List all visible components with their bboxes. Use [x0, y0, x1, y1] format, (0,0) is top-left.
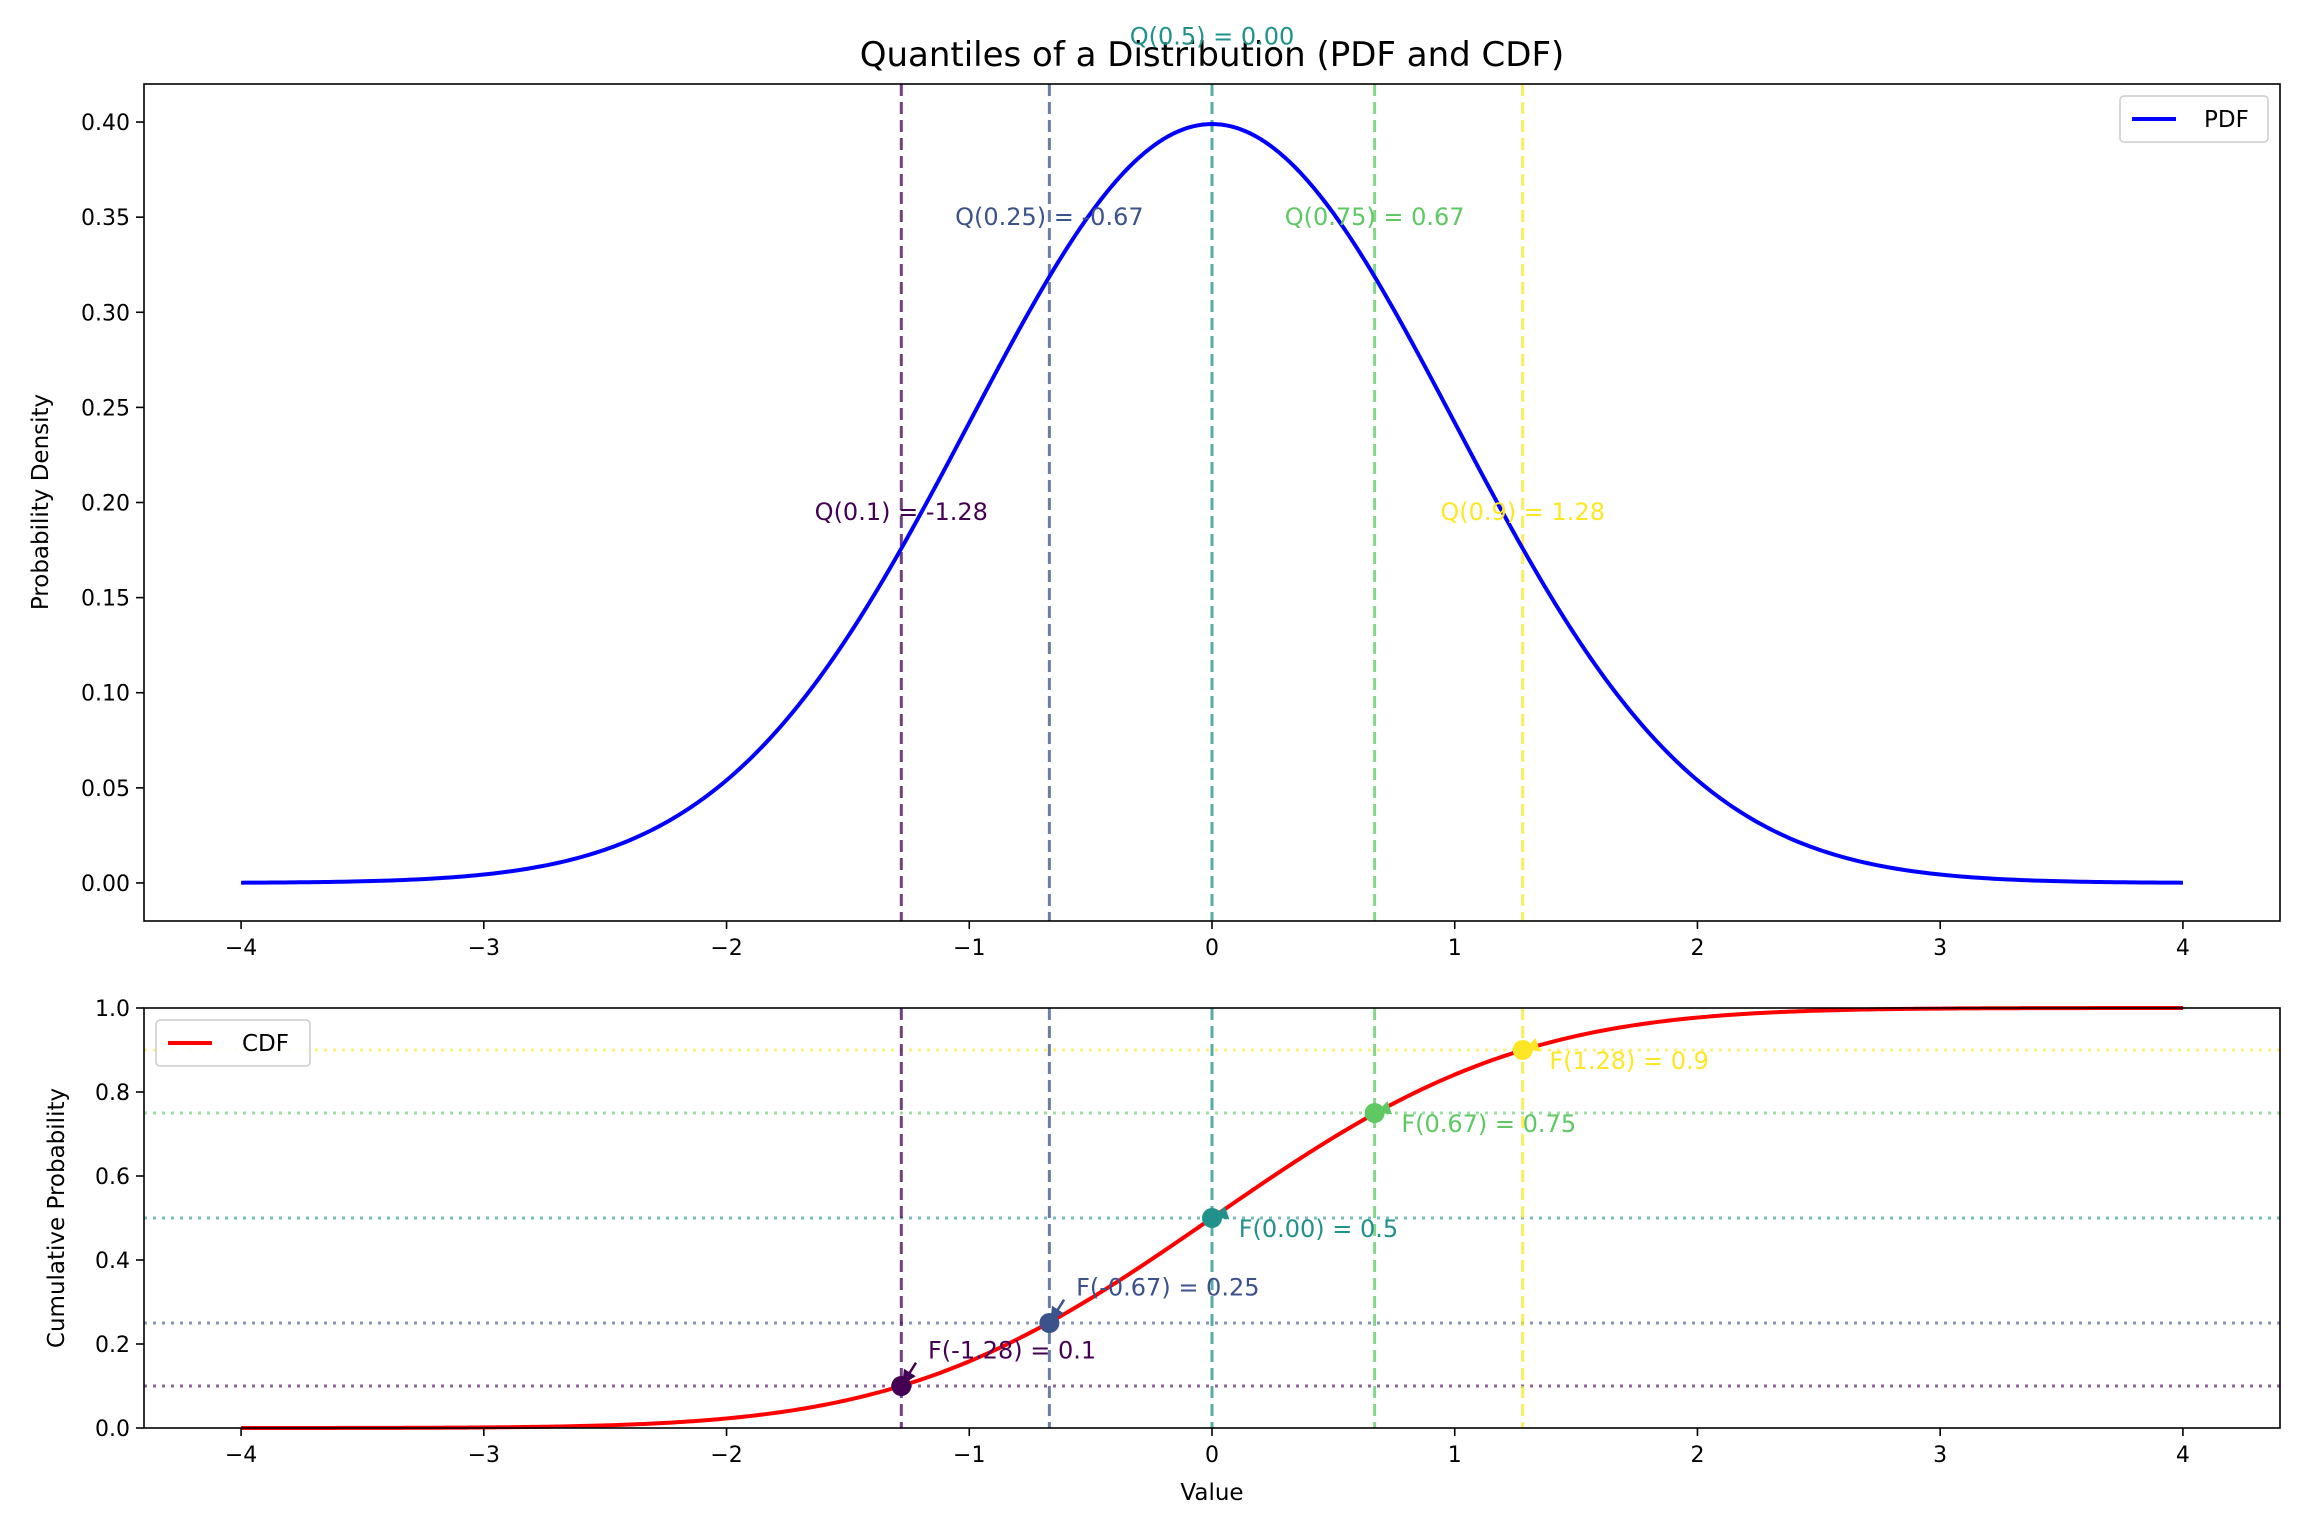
figure-title: Quantiles of a Distribution (PDF and CDF…: [860, 35, 1565, 75]
cdf-y-tick-label: 0.2: [95, 1333, 130, 1358]
pdf-x-tick-label: 3: [1933, 936, 1947, 961]
cdf-annotation-arrowhead: [1376, 1101, 1393, 1115]
pdf-x-tick-label: −4: [225, 936, 257, 961]
pdf-y-tick-label: 0.35: [81, 206, 130, 231]
pdf-y-tick-label: 0.00: [81, 872, 130, 897]
cdf-quantile-point: [1512, 1040, 1533, 1060]
pdf-x-tick-label: −1: [953, 936, 985, 961]
cdf-quantile-points: [891, 1040, 1533, 1396]
pdf-quantile-labels: Q(0.1) = -1.28 Q(0.25) = -0.67 Q(0.5) = 0.…: [815, 22, 1605, 526]
cdf-x-tick-label: 1: [1448, 1443, 1462, 1468]
cdf-annotation-arrowhead: [1213, 1206, 1230, 1220]
cdf-annotation-label: F(0.67) = 0.75: [1401, 1110, 1576, 1138]
pdf-curve: [241, 122, 2183, 885]
cdf-annotation-arrowhead: [1050, 1305, 1064, 1322]
cdf-legend-label: CDF: [242, 1031, 289, 1057]
pdf-y-tick-label: 0.15: [81, 587, 130, 612]
cdf-quantile-point: [1202, 1208, 1222, 1228]
cdf-y-ticks: 0.0 0.2 0.4 0.6 0.8 1.0: [95, 997, 144, 1442]
cdf-y-tick-label: 0.6: [95, 1165, 130, 1190]
pdf-y-tick-label: 0.10: [81, 682, 130, 707]
cdf-panel: F(-1.28) = 0.1 F(-0.67) = 0.25 F(0.00) = 0…: [44, 997, 2281, 1506]
cdf-annotations: F(-1.28) = 0.1 F(-0.67) = 0.25 F(0.00) = 0…: [902, 1038, 1709, 1385]
cdf-annotation-label: F(0.00) = 0.5: [1239, 1215, 1399, 1243]
pdf-y-tick-label: 0.40: [81, 111, 130, 136]
pdf-x-tick-label: 1: [1448, 936, 1462, 961]
pdf-x-ticks: −4 −3 −2 −1 0 1 2 3 4: [225, 921, 2190, 961]
pdf-quantile-label: Q(0.9) = 1.28: [1440, 498, 1605, 526]
pdf-y-tick-label: 0.30: [81, 301, 130, 326]
pdf-x-tick-label: 0: [1205, 936, 1219, 961]
cdf-x-tick-label: 3: [1933, 1443, 1947, 1468]
cdf-annotation-label: F(-1.28) = 0.1: [928, 1337, 1096, 1365]
pdf-quantile-label: Q(0.25) = -0.67: [955, 203, 1144, 231]
pdf-x-tick-label: 4: [2176, 936, 2190, 961]
cdf-quantile-lines: [899, 1008, 1525, 1428]
cdf-quantile-point: [1364, 1103, 1385, 1123]
cdf-x-tick-label: −2: [710, 1443, 742, 1468]
cdf-legend-box: [155, 1019, 311, 1067]
pdf-x-tick-label: 2: [1690, 936, 1704, 961]
pdf-legend-box: [2119, 95, 2269, 143]
pdf-y-ticks: 0.00 0.05 0.10 0.15 0.20 0.25 0.30 0.35 0.40: [81, 111, 144, 897]
cdf-annotation-arrowhead: [1524, 1038, 1541, 1052]
cdf-y-tick-label: 0.8: [95, 1081, 130, 1106]
cdf-x-tick-label: −4: [225, 1443, 257, 1468]
pdf-x-tick-label: −3: [468, 936, 500, 961]
cdf-annotation-arrowhead: [902, 1368, 916, 1385]
pdf-quantile-label: Q(0.1) = -1.28: [815, 498, 988, 526]
cdf-x-axis-label: Value: [1180, 1480, 1243, 1506]
pdf-quantile-label: Q(0.5) = 0.00: [1130, 22, 1295, 50]
pdf-legend-label: PDF: [2204, 107, 2249, 133]
cdf-x-tick-label: 0: [1205, 1443, 1219, 1468]
cdf-x-tick-label: −3: [468, 1443, 500, 1468]
cdf-x-tick-label: −1: [953, 1443, 985, 1468]
pdf-legend: PDF: [2119, 95, 2269, 143]
cdf-x-ticks: −4 −3 −2 −1 0 1 2 3 4: [225, 1428, 2190, 1468]
cdf-x-tick-label: 2: [1690, 1443, 1704, 1468]
pdf-y-tick-label: 0.05: [81, 777, 130, 802]
cdf-y-tick-label: 0.0: [95, 1417, 130, 1442]
cdf-legend: CDF: [155, 1019, 311, 1067]
cdf-y-axis-label: Cumulative Probability: [44, 1088, 70, 1348]
cdf-y-tick-label: 1.0: [95, 997, 130, 1022]
pdf-quantile-lines: [899, 84, 1525, 921]
cdf-annotation-label: F(-0.67) = 0.25: [1076, 1274, 1259, 1302]
pdf-y-axis-label: Probability Density: [28, 394, 54, 610]
pdf-y-tick-label: 0.25: [81, 396, 130, 421]
pdf-quantile-label: Q(0.75) = 0.67: [1285, 203, 1465, 231]
pdf-panel: Q(0.1) = -1.28 Q(0.25) = -0.67 Q(0.5) = 0.…: [28, 22, 2281, 961]
pdf-y-tick-label: 0.20: [81, 492, 130, 517]
cdf-x-tick-label: 4: [2176, 1443, 2190, 1468]
pdf-x-tick-label: −2: [710, 936, 742, 961]
cdf-annotation-label: F(1.28) = 0.9: [1549, 1047, 1709, 1075]
cdf-y-tick-label: 0.4: [95, 1249, 130, 1274]
